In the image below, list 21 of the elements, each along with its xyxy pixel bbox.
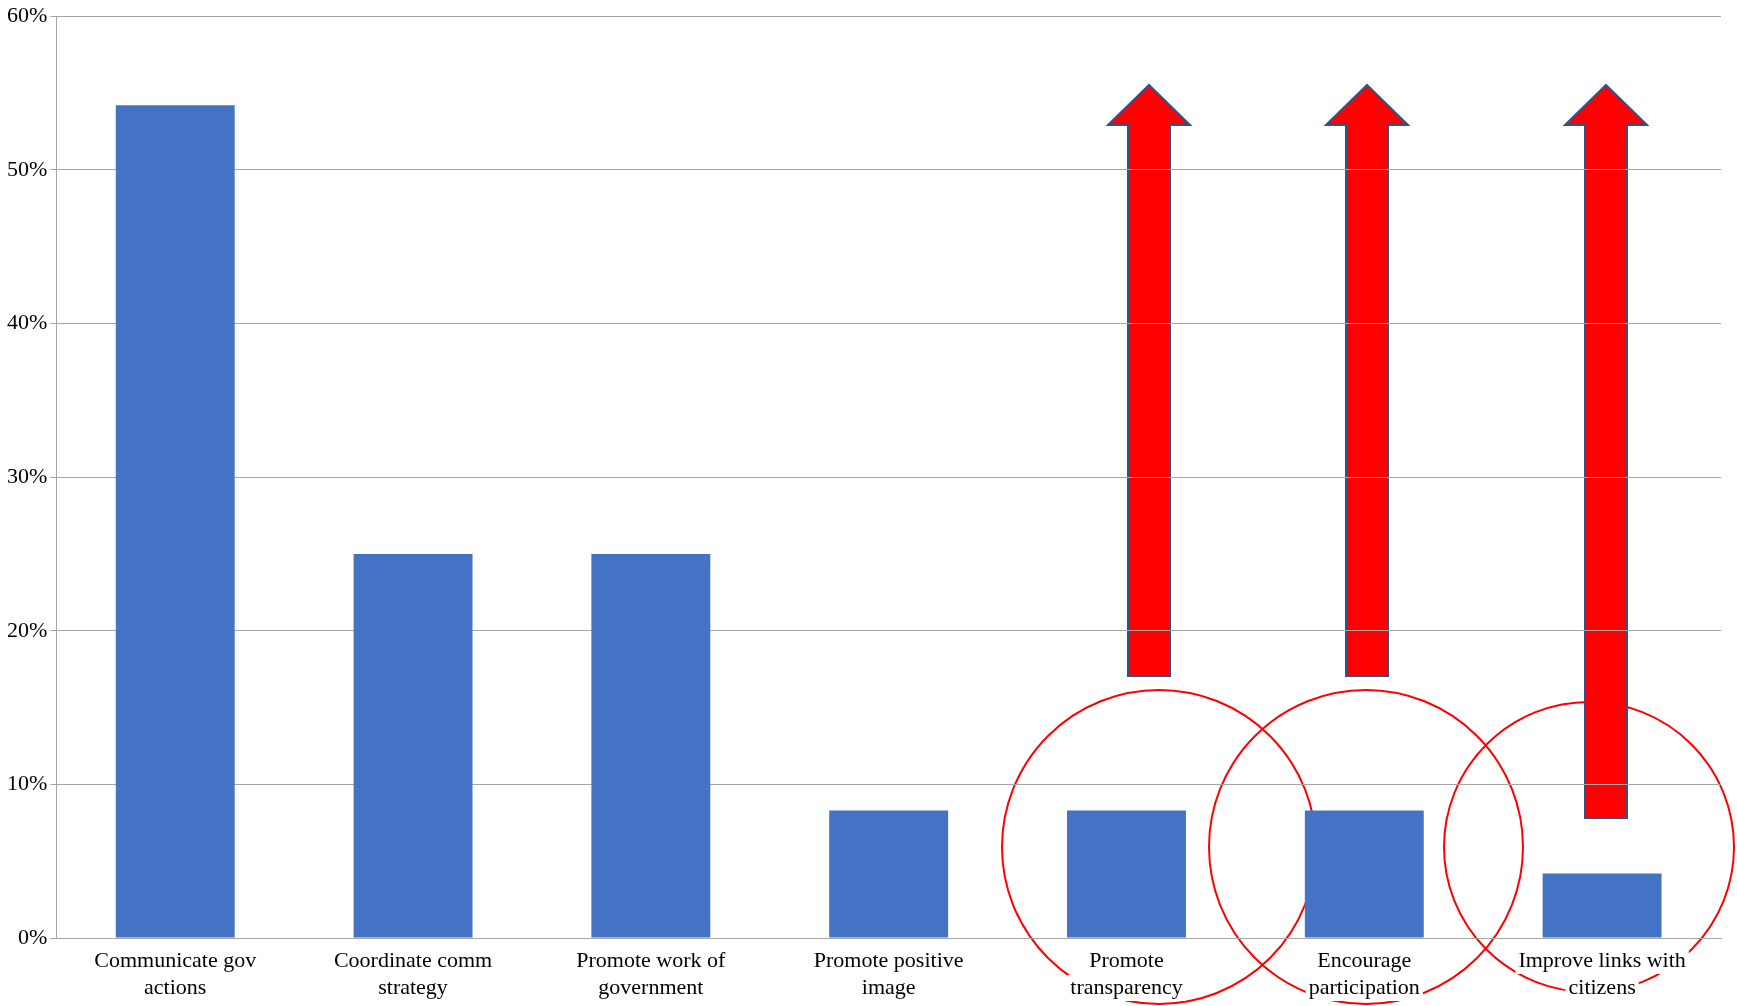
y-tick-label: 30% [7, 462, 48, 488]
y-tick-label: 50% [7, 155, 48, 181]
y-tick-label: 0% [18, 923, 48, 949]
x-tick-label: Promote positive image [813, 946, 964, 999]
x-tick-label: Communicate gov actions [94, 946, 257, 999]
y-tick-label: 40% [7, 309, 48, 335]
y-tick-label: 60% [7, 1, 48, 27]
bar [353, 553, 473, 938]
bar [115, 105, 235, 938]
bar [829, 810, 949, 938]
x-tick-label: Promote transparency [1070, 946, 1183, 999]
bar [1542, 873, 1662, 938]
bar [591, 553, 711, 938]
y-tick-label: 10% [7, 770, 48, 796]
x-tick-label: Encourage participation [1308, 946, 1420, 999]
x-tick-label: Promote work of government [576, 946, 727, 999]
bar [1067, 810, 1186, 938]
y-tick-label: 20% [7, 616, 48, 642]
x-tick-label: Coordinate comm strategy [333, 946, 493, 999]
bar [1304, 810, 1424, 938]
x-tick-label: Improve links with citizens [1518, 946, 1686, 999]
